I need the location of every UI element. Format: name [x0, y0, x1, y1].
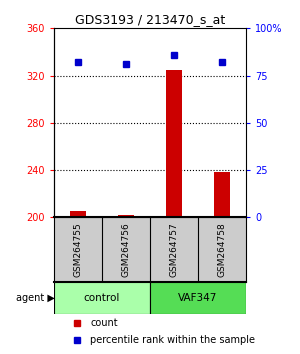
Text: count: count	[91, 318, 118, 327]
FancyBboxPatch shape	[54, 282, 150, 314]
Bar	[70, 211, 86, 217]
Bar	[166, 70, 182, 217]
Text: agent ▶: agent ▶	[16, 293, 55, 303]
Text: GSM264758: GSM264758	[218, 222, 226, 277]
Text: VAF347: VAF347	[178, 293, 218, 303]
Text: GSM264756: GSM264756	[122, 222, 130, 277]
Title: GDS3193 / 213470_s_at: GDS3193 / 213470_s_at	[75, 13, 225, 26]
Bar	[214, 172, 230, 217]
FancyBboxPatch shape	[150, 282, 246, 314]
Text: control: control	[84, 293, 120, 303]
Text: GSM264757: GSM264757	[169, 222, 178, 277]
Bar	[118, 215, 134, 217]
Text: percentile rank within the sample: percentile rank within the sample	[91, 336, 256, 346]
Text: GSM264755: GSM264755	[74, 222, 82, 277]
